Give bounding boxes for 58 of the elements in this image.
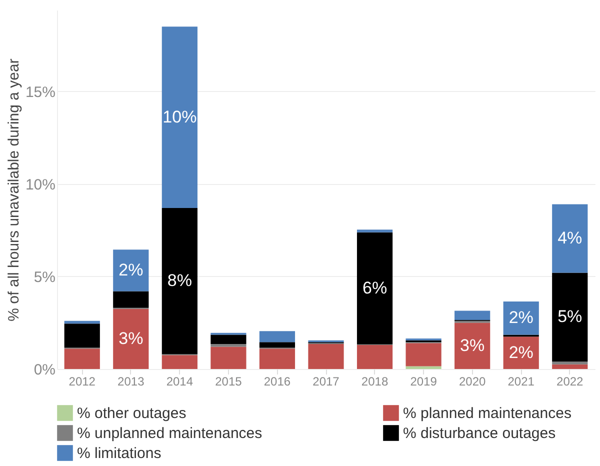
legend-label: % other outages xyxy=(77,405,186,422)
x-tick-label: 2013 xyxy=(118,374,145,388)
y-tick-label: 10% xyxy=(25,176,56,194)
x-tick-label: 2016 xyxy=(264,374,291,388)
legend-label: % limitations xyxy=(77,445,162,462)
bar xyxy=(64,320,100,324)
legend-label: % disturbance outages xyxy=(403,425,556,442)
data-label: 2% xyxy=(508,308,534,328)
x-tick-label: 2015 xyxy=(215,374,242,388)
x-tick-label: 2020 xyxy=(458,374,486,388)
bar xyxy=(552,204,588,273)
bar xyxy=(454,310,490,320)
bar xyxy=(356,344,393,369)
bar xyxy=(454,322,490,369)
data-label: 3% xyxy=(460,336,485,355)
y-tick-label: 5% xyxy=(34,268,56,286)
bar xyxy=(552,272,588,362)
x-tick-label: 2014 xyxy=(166,374,194,388)
bar xyxy=(162,26,198,208)
bar xyxy=(210,334,246,344)
bar xyxy=(162,208,198,354)
bar xyxy=(356,230,393,232)
bar xyxy=(113,291,149,308)
x-tick-label: 2012 xyxy=(68,374,96,388)
x-tick-label: 2019 xyxy=(410,374,438,388)
data-label: 6% xyxy=(362,278,388,298)
bar xyxy=(552,364,588,369)
bar xyxy=(259,331,296,342)
bar xyxy=(64,324,100,348)
data-label: 10% xyxy=(162,107,197,126)
bar xyxy=(259,342,296,348)
x-tick-label: 2018 xyxy=(361,374,388,388)
y-tick-label: 15% xyxy=(25,84,56,101)
x-tick-label: 2021 xyxy=(508,374,535,388)
legend-label: % unplanned maintenances xyxy=(77,425,262,442)
bar xyxy=(356,232,393,344)
y-tick-label: 0% xyxy=(34,362,56,378)
bar xyxy=(113,250,149,292)
bar xyxy=(406,343,442,366)
bar xyxy=(552,362,588,364)
bar xyxy=(210,346,246,369)
x-tick-label: 2022 xyxy=(556,374,584,388)
data-label: 8% xyxy=(167,271,192,290)
bar xyxy=(210,344,246,347)
bar xyxy=(259,348,296,369)
data-label: 5% xyxy=(558,307,582,326)
legend-label: % planned maintenances xyxy=(403,405,572,422)
x-tick-label: 2017 xyxy=(312,374,340,388)
data-label: 2% xyxy=(508,342,534,362)
data-label: 2% xyxy=(118,260,144,280)
bar xyxy=(64,348,100,369)
bar xyxy=(113,308,149,369)
data-label: 4% xyxy=(558,228,582,248)
y-axis-title: % of all hours unavailable during a year xyxy=(5,58,22,322)
data-label: 3% xyxy=(118,328,144,348)
bar xyxy=(162,355,198,369)
bar xyxy=(308,344,344,369)
bar xyxy=(406,366,442,369)
